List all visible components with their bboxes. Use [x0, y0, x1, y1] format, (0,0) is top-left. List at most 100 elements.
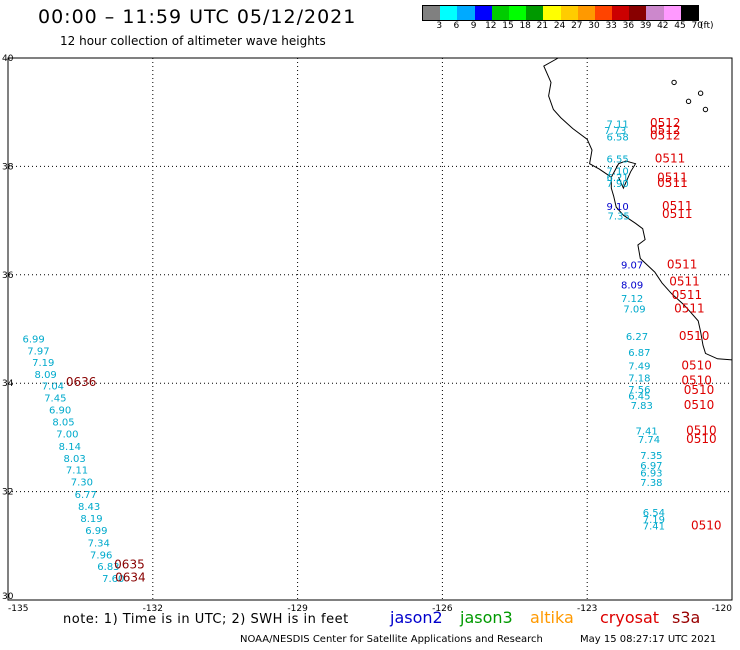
- lake-outline: [671, 79, 677, 86]
- lat-tick-label: 34: [2, 379, 14, 389]
- swh-value-label: 7.04: [42, 382, 64, 393]
- colorbar-label: 36: [622, 21, 635, 31]
- colorbar-swatch: [577, 6, 595, 20]
- swh-value-label: 6.83: [97, 562, 119, 573]
- swh-value-label: 6.99: [22, 335, 44, 346]
- time-label: 0510: [691, 519, 722, 533]
- swh-value-label: 7.30: [71, 478, 93, 489]
- time-label: 0510: [684, 398, 715, 412]
- axis-ticks: -135 -132 -129 -126 -123 -120 30 32 34 36 38 40: [2, 54, 732, 614]
- swh-value-label: 7.41: [635, 427, 657, 438]
- swh-value-label: 8.09: [35, 370, 57, 381]
- coastline-path: [543, 57, 733, 361]
- swh-value-label: 7.90: [607, 179, 629, 190]
- lake-outline: [685, 98, 692, 105]
- lon-tick-label: -132: [143, 604, 163, 614]
- time-label: 0511: [655, 152, 686, 166]
- lake-outline: [702, 106, 709, 113]
- time-label: 0634: [115, 571, 146, 585]
- swh-value-label: 8.43: [78, 502, 100, 513]
- swh-value-label: 7.49: [628, 362, 650, 373]
- lat-tick-label: 38: [2, 162, 14, 172]
- colorbar-label: 21: [536, 21, 549, 31]
- time-label: 0511: [657, 176, 688, 190]
- colorbar-swatch: [508, 6, 527, 20]
- coastline: [543, 57, 733, 361]
- legend-item-cryosat: cryosat: [600, 608, 660, 627]
- lon-tick-label: -129: [287, 604, 308, 614]
- swh-value-label: 9.07: [621, 260, 643, 271]
- time-label: 0512: [650, 116, 681, 130]
- legend-item-altika: altika: [530, 608, 574, 627]
- swh-value-label: 7.60: [102, 574, 124, 585]
- colorbar-label: 39: [639, 21, 652, 31]
- swh-value-label: 7.18: [628, 374, 650, 385]
- time-label: 0511: [669, 275, 700, 289]
- legend-item-jason2: jason2: [390, 608, 443, 627]
- timestamp: May 15 08:27:17 UTC 2021: [580, 634, 717, 645]
- colorbar-label: 12: [485, 21, 497, 31]
- swh-value-label: 6.77: [75, 490, 97, 501]
- colorbar-swatch: [612, 6, 630, 20]
- swh-value-label: 7.00: [56, 429, 78, 440]
- colorbar-label: 33: [605, 21, 617, 31]
- swh-labels: 6.997.97 7.19 8.097.047.456.908.057.00 8.14…: [22, 116, 721, 585]
- swh-value-label: 7.35: [640, 451, 662, 462]
- swh-value-label: 6.58: [607, 132, 629, 143]
- swh-value-label: 7.19: [643, 515, 665, 526]
- legend-item-jason3: jason3: [460, 608, 513, 627]
- time-label: 0511: [662, 199, 693, 213]
- colorbar-swatch: [543, 6, 561, 20]
- bay-outline: [610, 160, 637, 190]
- swh-value-label: 6.27: [626, 332, 648, 343]
- colorbar-label: 70: [691, 21, 703, 31]
- swh-value-label: 7.97: [27, 346, 49, 357]
- colorbar-label: 6: [453, 21, 460, 31]
- swh-value-label: 6.97: [640, 461, 662, 472]
- lon-tick-label: -123: [577, 604, 597, 614]
- map-frame: [7, 57, 733, 601]
- swh-value-label: 7.11: [607, 119, 629, 130]
- swh-value-label: 8.03: [64, 454, 86, 465]
- swh-value-label: 7.73: [604, 126, 626, 137]
- time-label: 0512: [650, 128, 681, 142]
- swh-value-label: 6.21: [607, 173, 629, 184]
- swh-value-label: 7.56: [628, 385, 650, 396]
- time-label: 0511: [672, 288, 703, 302]
- swh-value-label: 7.38: [640, 478, 662, 489]
- swh-value-label: 8.05: [52, 417, 74, 428]
- time-label: 0511: [662, 207, 693, 221]
- time-label: 0510: [686, 424, 717, 438]
- time-label: 0510: [679, 329, 710, 343]
- time-label: 0511: [657, 171, 688, 185]
- lake-outline: [697, 90, 704, 96]
- swh-value-label: 6.55: [607, 155, 629, 166]
- time-label: 0635: [114, 558, 145, 572]
- swh-value-label: 8.14: [59, 442, 81, 453]
- colorbar-label: 18: [519, 21, 531, 31]
- swh-value-label: 7.45: [44, 394, 66, 405]
- credit-text: NOAA/NESDIS Center for Satellite Applica…: [240, 634, 543, 645]
- swh-value-label: 7.09: [623, 305, 645, 316]
- footnote: note: 1) Time is in UTC; 2) SWH is in fe…: [63, 612, 349, 627]
- time-label: 0510: [686, 432, 717, 446]
- colorbar-label: 15: [502, 21, 514, 31]
- swh-value-label: 7.83: [631, 401, 653, 412]
- swh-value-label: 7.35: [607, 212, 629, 223]
- lon-tick-label: -135: [8, 604, 28, 614]
- colorbar-swatch: [491, 6, 509, 20]
- colorbar-swatch: [440, 6, 458, 20]
- swh-value-label: 7.41: [643, 522, 665, 533]
- swh-value-label: 6.90: [49, 406, 71, 417]
- colorbar-label: 24: [553, 21, 566, 31]
- time-label: 0510: [681, 359, 712, 373]
- map-subtitle: 12 hour collection of altimeter wave hei…: [60, 34, 326, 48]
- time-label: 0636: [66, 375, 97, 389]
- colorbar-swatch: [423, 6, 441, 20]
- time-label: 0512: [650, 123, 681, 137]
- swh-value-label: 7.74: [638, 435, 660, 446]
- swh-value-label: 7.34: [88, 538, 110, 549]
- colorbar-label: 30: [588, 21, 600, 31]
- map-title: 00:00 – 11:59 UTC 05/12/2021: [38, 6, 357, 28]
